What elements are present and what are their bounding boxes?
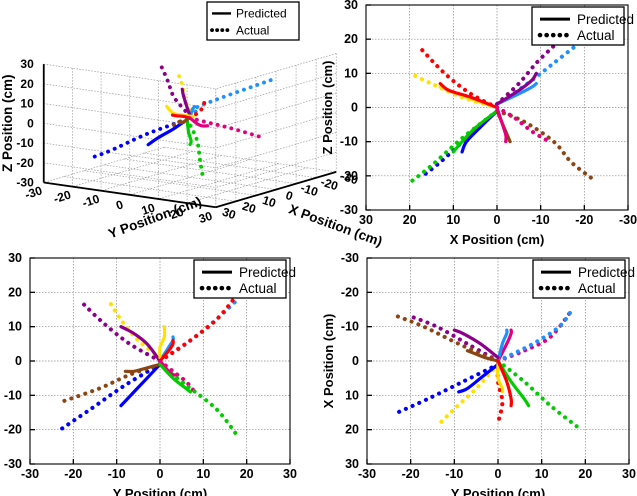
svg-text:-20: -20 bbox=[402, 467, 420, 481]
svg-text:20: 20 bbox=[345, 423, 359, 437]
svg-text:20: 20 bbox=[578, 467, 592, 481]
svg-text:0: 0 bbox=[352, 354, 359, 368]
svg-text:10: 10 bbox=[345, 388, 359, 402]
svg-text:X Position (cm): X Position (cm) bbox=[450, 232, 545, 247]
svg-text:Y Position (cm): Y Position (cm) bbox=[113, 486, 207, 496]
svg-text:-30: -30 bbox=[4, 457, 22, 471]
svg-text:-10: -10 bbox=[445, 467, 463, 481]
svg-text:-30: -30 bbox=[341, 251, 359, 265]
svg-text:10: 10 bbox=[20, 97, 34, 111]
svg-text:-30: -30 bbox=[358, 467, 376, 481]
svg-text:Z Position (cm): Z Position (cm) bbox=[0, 75, 15, 172]
svg-text:20: 20 bbox=[8, 285, 22, 299]
svg-text:10: 10 bbox=[196, 467, 210, 481]
svg-text:20: 20 bbox=[240, 467, 254, 481]
svg-text:Y Position (cm): Y Position (cm) bbox=[451, 486, 545, 496]
svg-text:-20: -20 bbox=[16, 156, 34, 170]
svg-text:Actual: Actual bbox=[577, 28, 615, 43]
svg-text:Predicted: Predicted bbox=[578, 265, 635, 280]
svg-text:0: 0 bbox=[15, 354, 22, 368]
svg-text:30: 30 bbox=[359, 213, 373, 227]
svg-text:-10: -10 bbox=[532, 213, 550, 227]
svg-text:30: 30 bbox=[345, 457, 359, 471]
svg-text:0: 0 bbox=[157, 467, 164, 481]
svg-text:10: 10 bbox=[344, 66, 358, 80]
svg-text:Predicted: Predicted bbox=[577, 12, 634, 27]
svg-text:30: 30 bbox=[20, 57, 34, 71]
svg-text:X Position (cm): X Position (cm) bbox=[321, 314, 336, 409]
svg-text:0: 0 bbox=[27, 116, 34, 130]
svg-text:-20: -20 bbox=[341, 285, 359, 299]
svg-text:-20: -20 bbox=[340, 169, 358, 183]
svg-text:-20: -20 bbox=[575, 213, 593, 227]
svg-text:-10: -10 bbox=[340, 135, 358, 149]
svg-text:-30: -30 bbox=[21, 467, 39, 481]
svg-text:-20: -20 bbox=[64, 467, 82, 481]
svg-text:-10: -10 bbox=[108, 467, 126, 481]
svg-text:30: 30 bbox=[622, 467, 636, 481]
svg-text:-30: -30 bbox=[340, 203, 358, 217]
svg-text:20: 20 bbox=[344, 32, 358, 46]
svg-text:30: 30 bbox=[283, 467, 297, 481]
svg-text:-20: -20 bbox=[4, 423, 22, 437]
svg-text:Actual: Actual bbox=[236, 23, 269, 37]
svg-text:-10: -10 bbox=[341, 320, 359, 334]
svg-text:20: 20 bbox=[20, 77, 34, 91]
svg-text:Z Position (cm): Z Position (cm) bbox=[320, 61, 335, 155]
svg-text:Predicted: Predicted bbox=[236, 7, 287, 21]
svg-text:0: 0 bbox=[495, 467, 502, 481]
svg-text:20: 20 bbox=[403, 213, 417, 227]
svg-text:Actual: Actual bbox=[578, 281, 616, 296]
svg-text:-10: -10 bbox=[16, 136, 34, 150]
svg-text:30: 30 bbox=[8, 251, 22, 265]
svg-text:Predicted: Predicted bbox=[239, 265, 296, 280]
svg-text:-10: -10 bbox=[4, 388, 22, 402]
svg-text:10: 10 bbox=[535, 467, 549, 481]
svg-text:10: 10 bbox=[446, 213, 460, 227]
svg-text:10: 10 bbox=[8, 320, 22, 334]
svg-text:Actual: Actual bbox=[239, 281, 277, 296]
svg-text:30: 30 bbox=[344, 0, 358, 12]
svg-text:0: 0 bbox=[351, 101, 358, 115]
svg-text:-30: -30 bbox=[619, 213, 637, 227]
svg-text:0: 0 bbox=[494, 213, 501, 227]
svg-text:-30: -30 bbox=[16, 175, 34, 189]
